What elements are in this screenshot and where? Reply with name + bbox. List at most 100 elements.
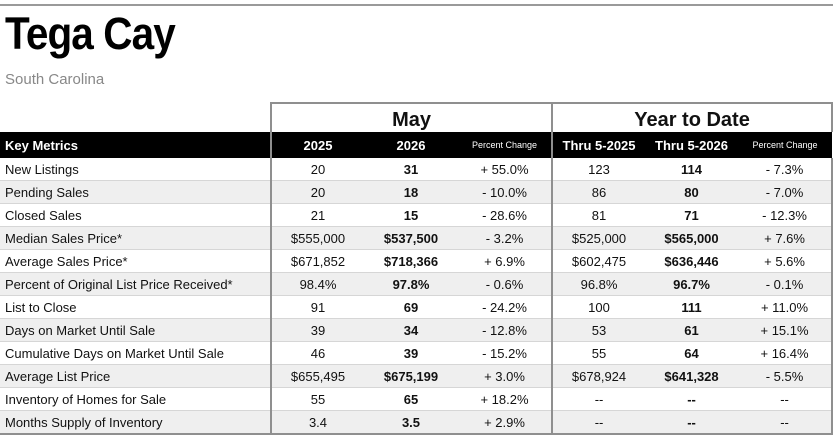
value-month-2025: $671,852 [270, 249, 364, 273]
value-month-percent-change: - 3.2% [458, 226, 553, 250]
metric-label: Average Sales Price* [0, 249, 271, 273]
key-metrics-table: May Year to Date Key Metrics 2025 2026 P… [0, 102, 834, 435]
value-month-percent-change: - 28.6% [458, 203, 553, 227]
value-ytd-2026: -- [645, 410, 739, 435]
value-month-2025: 21 [270, 203, 364, 227]
value-month-2025: 3.4 [270, 410, 364, 435]
page-title: Tega Cay [5, 8, 176, 59]
column-header-row: Key Metrics 2025 2026 Percent Change Thr… [0, 132, 833, 158]
value-ytd-2026: $565,000 [645, 226, 739, 250]
column-header-thru-2026: Thru 5-2026 [645, 132, 739, 158]
metric-label: Days on Market Until Sale [0, 318, 271, 342]
value-ytd-2026: 80 [645, 180, 739, 204]
metric-label: Percent of Original List Price Received* [0, 272, 271, 296]
value-month-2025: 55 [270, 387, 364, 411]
metric-label: Inventory of Homes for Sale [0, 387, 271, 411]
value-month-2026: 31 [364, 158, 458, 181]
value-ytd-percent-change: + 5.6% [738, 249, 834, 273]
metric-label: New Listings [0, 158, 271, 181]
value-ytd-2026: 96.7% [645, 272, 739, 296]
column-header-thru-2025: Thru 5-2025 [551, 132, 646, 158]
value-month-2026: 34 [364, 318, 458, 342]
value-month-percent-change: + 18.2% [458, 387, 553, 411]
value-ytd-2026: $641,328 [645, 364, 739, 388]
table-row: Cumulative Days on Market Until Sale 46 39… [0, 341, 834, 365]
table-row: Average Sales Price* $671,852 $718,366 + 6.… [0, 249, 834, 273]
value-ytd-2026: 61 [645, 318, 739, 342]
value-month-2026: $675,199 [364, 364, 458, 388]
group-header-month: May [269, 102, 553, 132]
value-month-2026: 69 [364, 295, 458, 319]
value-month-percent-change: + 55.0% [458, 158, 553, 181]
value-month-2025: 91 [270, 295, 364, 319]
column-header-year-2025: 2025 [270, 132, 364, 158]
value-ytd-percent-change: - 12.3% [738, 203, 834, 227]
group-header-spacer [0, 103, 271, 132]
value-month-2026: 65 [364, 387, 458, 411]
value-ytd-percent-change: -- [738, 410, 834, 435]
value-month-2026: 97.8% [364, 272, 458, 296]
value-ytd-2025: $678,924 [551, 364, 646, 388]
value-month-percent-change: + 3.0% [458, 364, 553, 388]
value-month-percent-change: + 2.9% [458, 410, 553, 435]
value-month-2026: $718,366 [364, 249, 458, 273]
table-row: Days on Market Until Sale 39 34- 12.8% 53 61… [0, 318, 834, 342]
value-month-2026: $537,500 [364, 226, 458, 250]
value-ytd-2025: -- [551, 410, 646, 435]
column-header-percent-change-ytd: Percent Change [738, 132, 833, 158]
metric-label: Closed Sales [0, 203, 271, 227]
value-ytd-2025: -- [551, 387, 646, 411]
table-row: Pending Sales 20 18- 10.0% 86 80- 7.0% [0, 180, 834, 204]
metric-label: Median Sales Price* [0, 226, 271, 250]
value-ytd-2026: $636,446 [645, 249, 739, 273]
value-ytd-percent-change: - 0.1% [738, 272, 834, 296]
value-ytd-2025: 123 [551, 158, 646, 181]
value-month-percent-change: - 10.0% [458, 180, 553, 204]
column-header-year-2026: 2026 [364, 132, 458, 158]
value-month-2025: 46 [270, 341, 364, 365]
value-ytd-2025: 81 [551, 203, 646, 227]
value-ytd-2026: 111 [645, 295, 739, 319]
metric-label: Average List Price [0, 364, 271, 388]
value-ytd-2025: $525,000 [551, 226, 646, 250]
value-month-2025: 20 [270, 180, 364, 204]
column-header-metric: Key Metrics [0, 132, 271, 158]
metric-label: Pending Sales [0, 180, 271, 204]
value-ytd-percent-change: + 16.4% [738, 341, 834, 365]
value-month-2025: $655,495 [270, 364, 364, 388]
metric-label: Months Supply of Inventory [0, 410, 271, 435]
table-row: Percent of Original List Price Received*… [0, 272, 834, 296]
value-month-2026: 3.5 [364, 410, 458, 435]
value-month-2026: 39 [364, 341, 458, 365]
value-month-percent-change: + 6.9% [458, 249, 553, 273]
column-header-percent-change-month: Percent Change [458, 132, 553, 158]
value-ytd-2026: 64 [645, 341, 739, 365]
table-body: New Listings 20 31 + 55.0% 123 114- 7.3% Pendi… [0, 158, 834, 435]
value-month-2025: 39 [270, 318, 364, 342]
metric-label: List to Close [0, 295, 271, 319]
table-row: Median Sales Price* $555,000 $537,500- 3.2… [0, 226, 834, 250]
value-ytd-2026: 71 [645, 203, 739, 227]
table-row: Inventory of Homes for Sale 55 65 + 18.2% --… [0, 387, 834, 411]
value-month-2026: 18 [364, 180, 458, 204]
value-month-2025: $555,000 [270, 226, 364, 250]
value-month-percent-change: - 0.6% [458, 272, 553, 296]
value-ytd-2026: 114 [645, 158, 739, 181]
value-ytd-percent-change: -- [738, 387, 834, 411]
value-ytd-2025: 96.8% [551, 272, 646, 296]
value-month-2025: 98.4% [270, 272, 364, 296]
value-month-2025: 20 [270, 158, 364, 181]
value-ytd-percent-change: - 7.0% [738, 180, 834, 204]
value-ytd-percent-change: - 7.3% [738, 158, 834, 181]
value-ytd-2026: -- [645, 387, 739, 411]
table-row: Average List Price $655,495 $675,199 + 3.0%… [0, 364, 834, 388]
top-rule [0, 4, 833, 6]
table-row: Closed Sales 21 15- 28.6% 81 71- 12.3% [0, 203, 834, 227]
value-ytd-2025: 55 [551, 341, 646, 365]
value-ytd-percent-change: - 5.5% [738, 364, 834, 388]
page-subtitle: South Carolina [5, 71, 105, 88]
value-ytd-2025: 86 [551, 180, 646, 204]
table-row: Months Supply of Inventory 3.4 3.5 + 2.9% --… [0, 410, 834, 435]
value-month-percent-change: - 15.2% [458, 341, 553, 365]
value-month-percent-change: - 24.2% [458, 295, 553, 319]
